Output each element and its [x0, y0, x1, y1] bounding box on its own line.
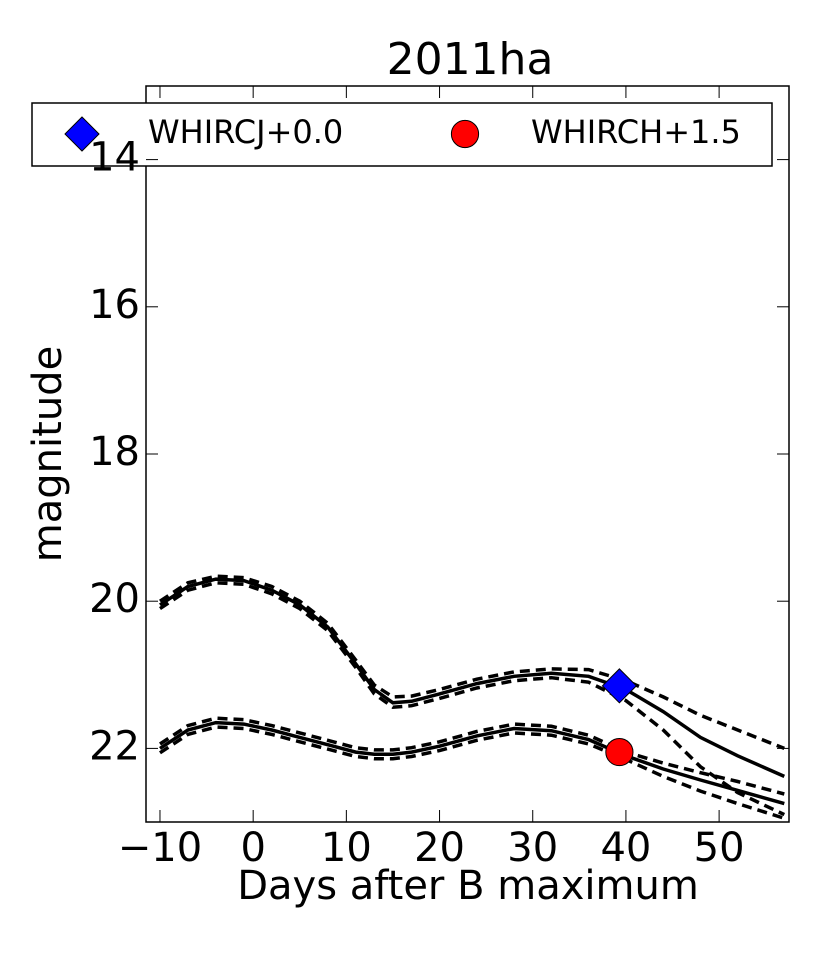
y-tick-label: 22	[89, 723, 140, 769]
x-tick-label: 40	[600, 825, 651, 871]
model-line	[159, 720, 785, 806]
legend-label: WHIRCJ+0.0	[148, 113, 343, 151]
x-tick-label: 30	[507, 825, 558, 871]
model-bound	[159, 716, 785, 796]
marker	[605, 737, 634, 767]
x-axis-label: Days after B maximum	[237, 863, 699, 909]
legend-box	[31, 102, 773, 167]
plot-area	[159, 574, 786, 820]
y-tick-label: 20	[89, 576, 140, 622]
chart-title: 2011ha	[387, 34, 554, 85]
y-tick-label: 16	[89, 282, 140, 328]
model-line	[159, 577, 786, 779]
y-tick-label: 18	[89, 429, 140, 475]
y-axis-label: magnitude	[25, 346, 71, 562]
legend-marker	[450, 119, 480, 149]
x-tick-label: 50	[694, 825, 745, 871]
legend-marker	[64, 116, 100, 152]
x-tick-label: 10	[321, 825, 372, 871]
model-bound	[159, 725, 785, 820]
x-tick-label: 20	[414, 825, 465, 871]
legend: WHIRCJ+0.0 WHIRCH+1.5	[31, 102, 773, 167]
legend-label: WHIRCH+1.5	[531, 113, 741, 151]
x-tick-label: 0	[240, 825, 265, 871]
marker	[601, 668, 638, 704]
x-tick-label: −10	[118, 825, 202, 871]
model-bound	[159, 581, 786, 817]
model-bound	[159, 574, 785, 751]
y-tick-label: 14	[89, 135, 140, 181]
